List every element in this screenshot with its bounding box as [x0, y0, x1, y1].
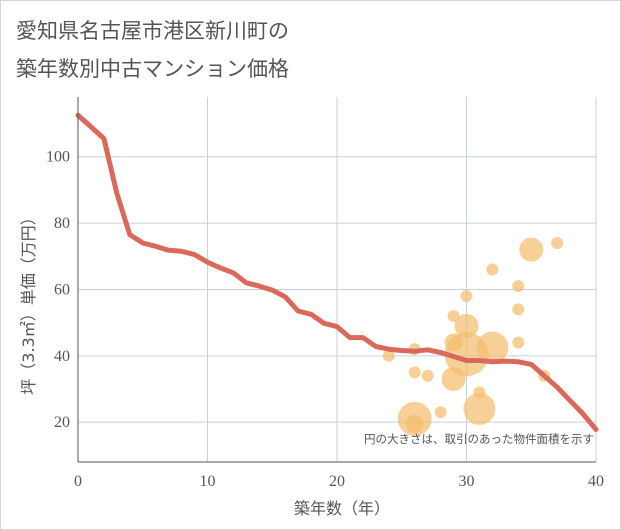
bubble-point [454, 313, 479, 338]
x-tick-label: 0 [74, 473, 82, 490]
bubble-point [408, 366, 421, 379]
x-tick-label: 10 [200, 473, 216, 490]
chart-title-line-1: 愛知県名古屋市港区新川町の [16, 19, 289, 43]
bubble-point [434, 406, 447, 419]
bubble-point [512, 336, 525, 349]
bubble-point [421, 369, 434, 382]
bubble-point [460, 290, 473, 303]
y-tick-label: 60 [54, 281, 70, 298]
bubble-layer [382, 237, 564, 436]
y-tick-label: 20 [54, 414, 70, 431]
y-tick-label: 100 [46, 149, 70, 166]
grid [78, 97, 597, 462]
bubble-point [382, 349, 395, 362]
line-layer [75, 112, 599, 432]
bubble-point [512, 303, 525, 316]
chart-title-line-2: 築年数別中古マンション価格 [16, 57, 289, 81]
bubble-size-note: 円の大きさは、取引のあった物件面積を示す [364, 432, 594, 446]
bubble-point [463, 392, 496, 425]
bubble-point [551, 237, 564, 249]
axes [77, 97, 596, 463]
x-tick-label: 40 [588, 473, 604, 490]
bubble-point [476, 331, 509, 364]
bubble-point [441, 367, 466, 392]
x-axis-label: 築年数（年） [294, 499, 390, 518]
bubble-point [405, 414, 424, 433]
x-tick-labels: 0 10 20 30 40 [74, 473, 604, 490]
average-price-line [75, 112, 599, 432]
y-tick-label: 40 [54, 348, 70, 365]
bubble-point [519, 237, 544, 262]
bubble-point [486, 263, 499, 276]
bubble-point [447, 310, 460, 322]
x-tick-label: 30 [459, 473, 475, 490]
bubble-point [512, 280, 525, 293]
y-axis-label: 坪（3.3㎡）単価（万円） [19, 209, 38, 394]
x-tick-label: 20 [329, 473, 345, 490]
chart-title: 愛知県名古屋市港区新川町の 築年数別中古マンション価格 [16, 12, 289, 88]
y-tick-label: 80 [54, 215, 70, 232]
y-tick-labels: 20 40 60 80 100 [46, 149, 70, 431]
